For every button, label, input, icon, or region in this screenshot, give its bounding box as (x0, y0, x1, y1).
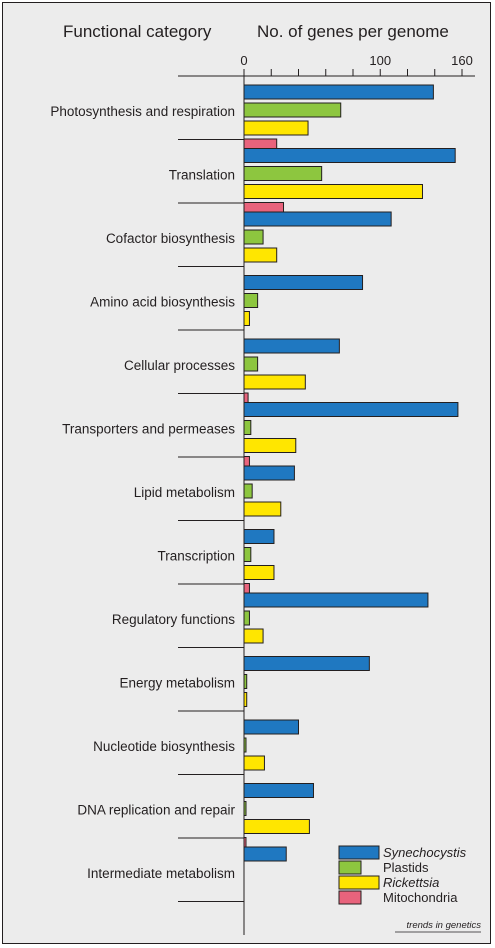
bar-synechocystis (243, 465, 295, 481)
gene-category-bar-chart: Functional category No. of genes per gen… (50, 22, 482, 935)
bar-plastids (243, 801, 247, 816)
bar-synechocystis (243, 719, 299, 735)
bar-synechocystis (243, 275, 364, 290)
bar-rickettsia (243, 628, 264, 644)
bar-plastids (243, 547, 252, 562)
bar-synechocystis (243, 402, 459, 417)
bar-plastids (243, 483, 253, 499)
x-tick-label: 160 (451, 53, 473, 68)
credit-text: trends in genetics (407, 920, 482, 931)
legend-swatch-synechocystis (338, 845, 380, 860)
bar-synechocystis (243, 338, 340, 354)
category-label: Cellular processes (124, 358, 235, 373)
x-tick-label: 100 (369, 53, 391, 68)
legend-label-synechocystis: Synechocystis (383, 845, 467, 860)
bar-rickettsia (243, 311, 250, 326)
header-right: No. of genes per genome (257, 22, 449, 41)
legend-swatch-rickettsia (338, 875, 380, 890)
bar-plastids (243, 737, 247, 753)
bar-synechocystis (243, 148, 456, 163)
bar-synechocystis (243, 84, 434, 100)
bar-plastids (243, 102, 342, 118)
bar-rickettsia (243, 692, 248, 707)
category-label: Cofactor biosynthesis (106, 231, 235, 246)
bar-plastids (243, 293, 259, 308)
category-label: Lipid metabolism (134, 485, 235, 500)
category-label: DNA replication and repair (77, 803, 235, 818)
bar-plastids (243, 166, 323, 181)
category-label: Regulatory functions (112, 612, 235, 627)
bar-rickettsia (243, 184, 423, 199)
bar-plastids (243, 674, 248, 689)
bar-synechocystis (243, 783, 314, 798)
bar-synechocystis (243, 846, 287, 862)
category-label: Transcription (157, 549, 235, 564)
bar-synechocystis (243, 592, 429, 608)
bar-plastids (243, 420, 252, 435)
bar-rickettsia (243, 819, 310, 834)
bar-plastids (243, 356, 259, 372)
bar-rickettsia (243, 374, 306, 390)
bar-rickettsia (243, 120, 309, 136)
category-label: Intermediate metabolism (87, 866, 235, 881)
bar-synechocystis (243, 656, 370, 671)
bar-synechocystis (243, 529, 275, 544)
bar-synechocystis (243, 211, 392, 227)
bar-rickettsia (243, 438, 297, 453)
bar-rickettsia (243, 501, 282, 517)
category-label: Photosynthesis and respiration (50, 104, 235, 119)
legend-label-mitochondria: Mitochondria (383, 890, 458, 905)
category-label: Nucleotide biosynthesis (93, 739, 235, 754)
legend-swatch-plastids (338, 860, 362, 875)
category-label: Energy metabolism (119, 676, 235, 691)
category-label: Translation (169, 168, 235, 183)
header-left: Functional category (63, 22, 212, 41)
category-label: Transporters and permeases (62, 422, 235, 437)
bar-rickettsia (243, 565, 275, 580)
bar-plastids (243, 610, 250, 626)
bar-rickettsia (243, 247, 278, 263)
bar-plastids (243, 229, 264, 245)
legend-label-plastids: Plastids (383, 860, 429, 875)
bar-rickettsia (243, 755, 265, 771)
x-tick-label: 0 (240, 53, 247, 68)
legend-label-rickettsia: Rickettsia (383, 875, 439, 890)
category-label: Amino acid biosynthesis (90, 295, 235, 310)
legend-swatch-mitochondria (338, 890, 362, 905)
